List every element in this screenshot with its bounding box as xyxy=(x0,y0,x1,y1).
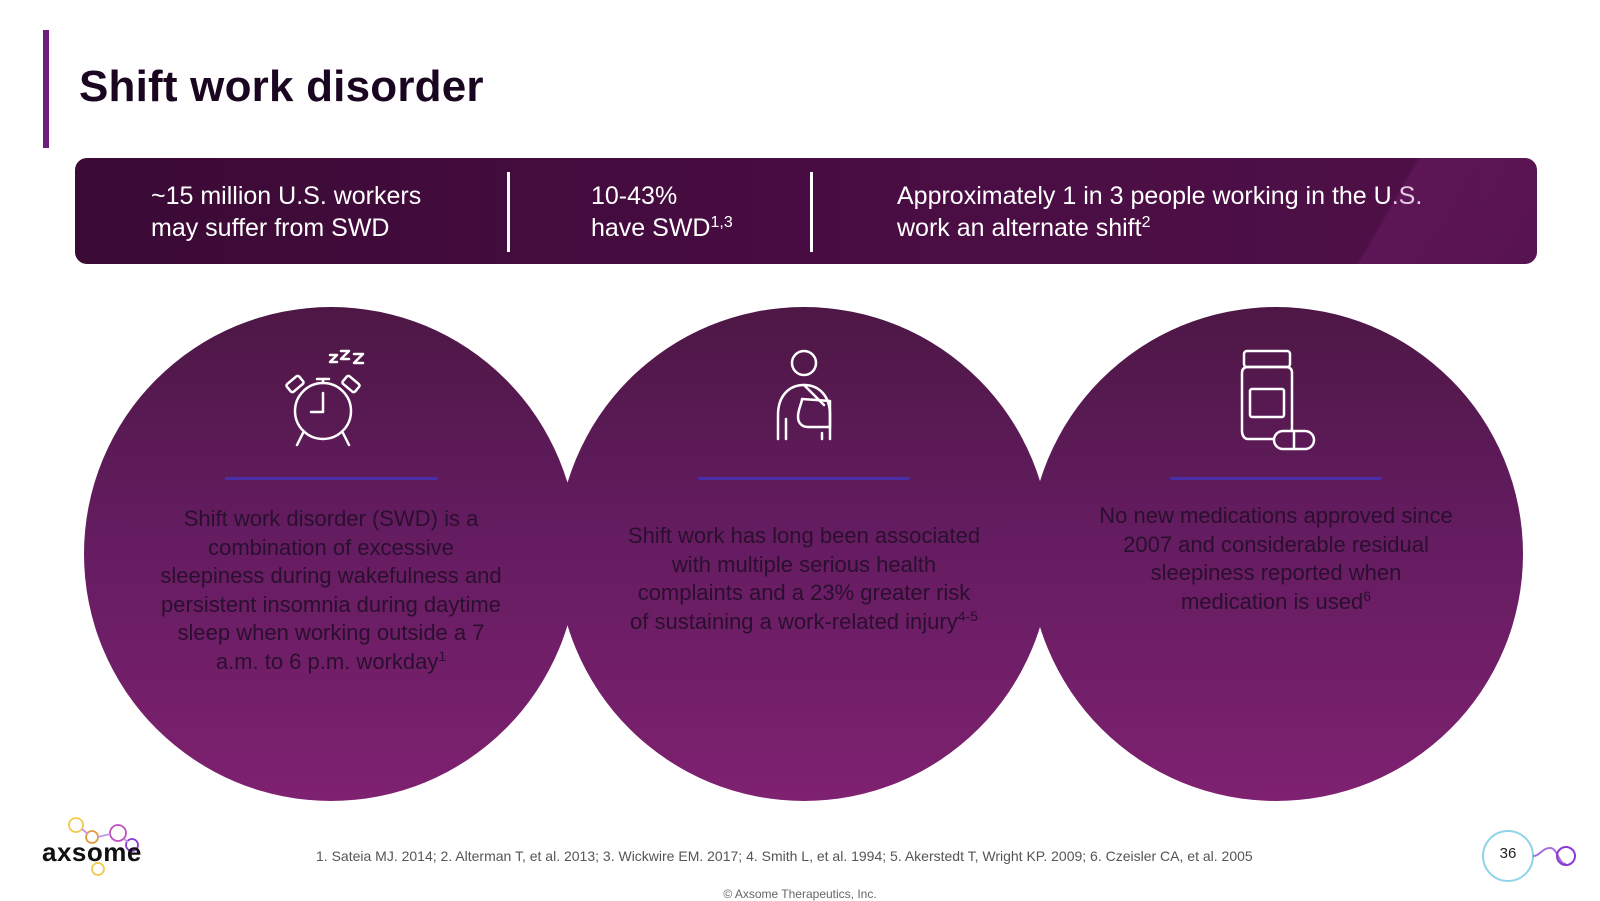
health-risk-text: Shift work has long been associated with… xyxy=(627,522,981,636)
stat-workers-line2: may suffer from SWD xyxy=(151,214,390,242)
alarm-clock-sleep-icon xyxy=(285,349,365,447)
page-title: Shift work disorder xyxy=(79,62,484,111)
page-number: 36 xyxy=(1499,845,1517,862)
circle-divider xyxy=(698,477,910,480)
page-number-badge-icon xyxy=(1482,830,1576,882)
medication-body: No new medications approved since 2007 a… xyxy=(1099,503,1453,614)
stat-prevalence-citation: 1,3 xyxy=(710,214,733,231)
swd-definition-body: Shift work disorder (SWD) is a combinati… xyxy=(160,506,502,674)
stat-prevalence-line1: 10-43% xyxy=(591,182,678,210)
health-risk-body: Shift work has long been associated with… xyxy=(627,523,981,634)
stat-workers: ~15 million U.S. workers may suffer from… xyxy=(151,180,421,244)
stats-banner: ~15 million U.S. workers may suffer from… xyxy=(75,158,1537,264)
health-risk-citation: 4-5 xyxy=(957,607,978,624)
references: 1. Sateia MJ. 2014; 2. Alterman T, et al… xyxy=(316,848,1253,864)
circle-divider xyxy=(1170,477,1382,480)
swd-definition-text: Shift work disorder (SWD) is a combinati… xyxy=(154,505,508,676)
stat-workers-line1: ~15 million U.S. workers xyxy=(151,182,422,210)
medication-citation: 6 xyxy=(1363,587,1371,604)
logo-molecule-icon xyxy=(68,817,139,876)
stat-alternate-shift-citation: 2 xyxy=(1141,214,1151,231)
stat-alternate-shift: Approximately 1 in 3 people working in t… xyxy=(897,180,1422,244)
swd-definition-citation: 1 xyxy=(438,647,447,664)
injured-person-sling-icon xyxy=(776,349,832,441)
axsome-logo: axsome xyxy=(40,815,170,885)
logo-wordmark: axsome xyxy=(42,837,142,867)
copyright: © Axsome Therapeutics, Inc. xyxy=(723,887,877,901)
medication-circle: No new medications approved since 2007 a… xyxy=(1029,307,1523,801)
stat-divider xyxy=(810,172,813,252)
medicine-bottle-pill-icon xyxy=(1240,349,1316,451)
stat-alternate-shift-line2: work an alternate shift xyxy=(897,214,1142,242)
title-accent-bar xyxy=(43,30,49,148)
stat-prevalence: 10-43% have SWD1,3 xyxy=(591,180,733,244)
stat-divider xyxy=(507,172,510,252)
circle-divider xyxy=(225,477,437,480)
medication-text: No new medications approved since 2007 a… xyxy=(1099,502,1453,616)
stat-prevalence-line2: have SWD xyxy=(591,214,711,242)
health-risk-circle: Shift work has long been associated with… xyxy=(557,307,1051,801)
swd-definition-circle: Shift work disorder (SWD) is a combinati… xyxy=(84,307,578,801)
stat-alternate-shift-line1: Approximately 1 in 3 people working in t… xyxy=(897,182,1423,210)
